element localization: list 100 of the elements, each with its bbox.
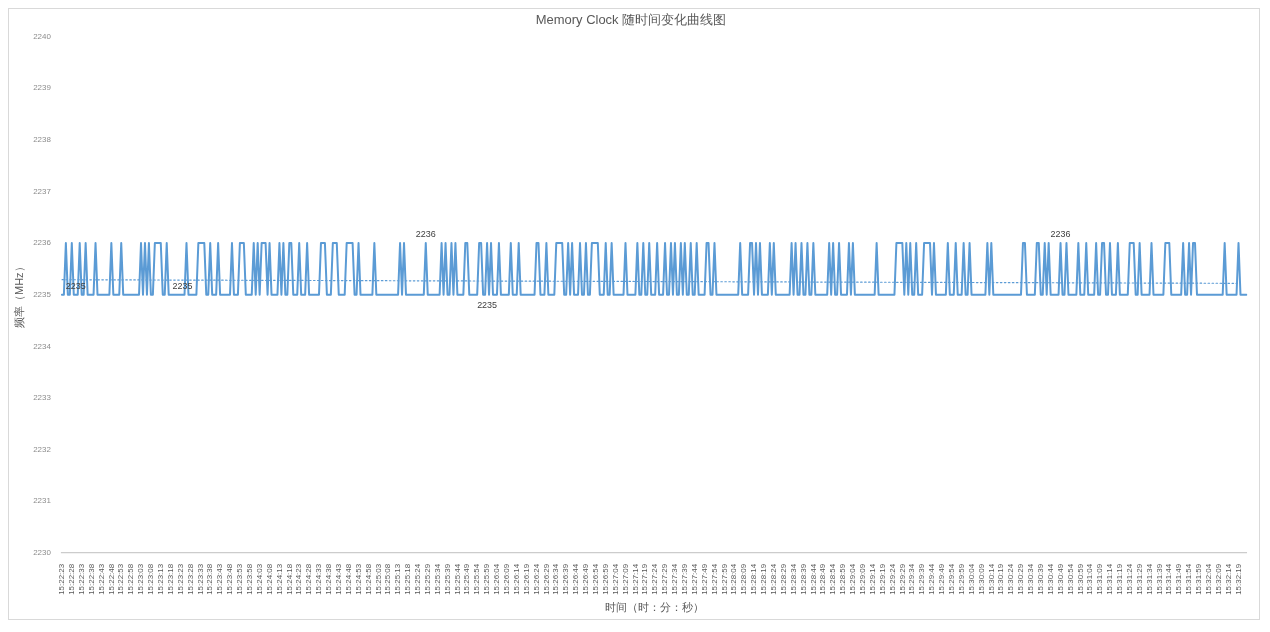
x-tick-label: 15:28:19: [759, 563, 769, 595]
x-tick-label: 15:26:34: [551, 563, 561, 595]
x-tick-label: 15:25:29: [422, 563, 432, 595]
x-tick-label: 15:31:14: [1105, 563, 1115, 595]
x-tick-label: 15:23:08: [146, 563, 156, 595]
x-tick-label: 15:26:44: [571, 563, 581, 595]
x-tick-label: 15:30:04: [966, 563, 976, 595]
x-tick-label: 15:30:44: [1045, 563, 1055, 595]
x-tick-label: 15:24:48: [343, 563, 353, 595]
x-tick-label: 15:31:39: [1154, 563, 1164, 595]
x-tick-label: 15:30:19: [996, 563, 1006, 595]
chart-title: Memory Clock 随时间变化曲线图: [535, 12, 727, 28]
x-tick-label: 15:31:54: [1184, 563, 1194, 595]
x-tick-label: 15:22:53: [116, 563, 126, 595]
x-tick-label: 15:25:24: [413, 563, 423, 595]
x-tick-label: 15:31:34: [1144, 563, 1154, 595]
x-tick-label: 15:28:14: [749, 563, 759, 595]
x-tick-label: 15:22:43: [96, 563, 106, 595]
x-tick-label: 15:27:49: [699, 563, 709, 595]
x-tick-label: 15:30:59: [1075, 563, 1085, 595]
x-tick-label: 15:28:29: [778, 563, 788, 595]
y-axis-title: 频率（MHz）: [12, 261, 25, 328]
x-tick-label: 15:22:28: [66, 563, 76, 595]
x-tick-label: 15:23:48: [225, 563, 235, 595]
x-tick-label: 15:32:04: [1204, 563, 1214, 595]
x-tick-label: 15:23:03: [136, 563, 146, 595]
x-tick-label: 15:26:14: [511, 563, 521, 595]
x-tick-label: 15:27:44: [689, 563, 699, 595]
x-tick-label: 15:29:04: [848, 563, 858, 595]
x-tick-label: 15:25:44: [452, 563, 462, 595]
x-tick-label: 15:26:24: [531, 563, 541, 595]
x-tick-label: 15:25:08: [383, 563, 393, 595]
x-tick-label: 15:25:59: [482, 563, 492, 595]
x-tick-label: 15:26:19: [521, 563, 531, 595]
x-tick-label: 15:25:34: [432, 563, 442, 595]
x-tick-label: 15:23:28: [185, 563, 195, 595]
x-tick-label: 15:27:59: [719, 563, 729, 595]
x-tick-label: 15:32:14: [1223, 563, 1233, 595]
data-label: 2236: [415, 229, 436, 240]
x-tick-label: 15:27:19: [640, 563, 650, 595]
x-tick-label: 15:27:39: [680, 563, 690, 595]
x-tick-label: 15:30:49: [1055, 563, 1065, 595]
x-tick-label: 15:28:04: [729, 563, 739, 595]
x-tick-label: 15:31:59: [1194, 563, 1204, 595]
x-tick-label: 15:30:39: [1035, 563, 1045, 595]
x-tick-label: 15:31:44: [1164, 563, 1174, 595]
x-tick-label: 15:27:54: [709, 563, 719, 595]
x-tick-label: 15:28:54: [828, 563, 838, 595]
x-tick-label: 15:24:13: [274, 563, 284, 595]
x-tick-label: 15:23:23: [175, 563, 185, 595]
x-tick-label: 15:25:54: [472, 563, 482, 595]
x-tick-label: 15:29:49: [937, 563, 947, 595]
x-tick-label: 15:30:54: [1065, 563, 1075, 595]
x-tick-label: 15:28:34: [788, 563, 798, 595]
x-tick-label: 15:22:58: [126, 563, 136, 595]
x-tick-label: 15:22:48: [106, 563, 116, 595]
x-tick-label: 15:26:09: [502, 563, 512, 595]
x-tick-label: 15:31:49: [1174, 563, 1184, 595]
x-tick-label: 15:24:08: [264, 563, 274, 595]
x-tick-label: 15:28:09: [739, 563, 749, 595]
x-tick-label: 15:24:43: [333, 563, 343, 595]
x-tick-label: 15:24:38: [324, 563, 334, 595]
x-tick-label: 15:29:39: [917, 563, 927, 595]
x-tick-label: 15:32:09: [1213, 563, 1223, 595]
x-tick-label: 15:26:59: [600, 563, 610, 595]
x-tick-label: 15:31:09: [1095, 563, 1105, 595]
x-tick-label: 15:23:43: [215, 563, 225, 595]
x-tick-label: 15:29:34: [907, 563, 917, 595]
x-tick-label: 15:24:58: [363, 563, 373, 595]
x-tick-label: 15:25:13: [393, 563, 403, 595]
x-tick-label: 15:28:49: [818, 563, 828, 595]
x-tick-label: 15:31:19: [1115, 563, 1125, 595]
x-tick-label: 15:24:33: [314, 563, 324, 595]
x-tick-label: 15:25:39: [442, 563, 452, 595]
x-tick-label: 15:31:04: [1085, 563, 1095, 595]
x-tick-label: 15:28:39: [798, 563, 808, 595]
x-tick-label: 15:24:28: [304, 563, 314, 595]
x-tick-label: 15:22:23: [57, 563, 67, 595]
x-tick-label: 15:27:24: [650, 563, 660, 595]
x-tick-label: 15:32:19: [1233, 563, 1243, 595]
x-tick-label: 15:29:24: [887, 563, 897, 595]
x-tick-label: 15:22:38: [86, 563, 96, 595]
x-tick-label: 15:24:03: [254, 563, 264, 595]
x-tick-label: 15:25:49: [462, 563, 472, 595]
x-tick-label: 15:28:59: [838, 563, 848, 595]
x-tick-label: 15:30:34: [1026, 563, 1036, 595]
x-tick-label: 15:30:14: [986, 563, 996, 595]
x-tick-label: 15:28:44: [808, 563, 818, 595]
x-tick-label: 15:29:29: [897, 563, 907, 595]
x-tick-label: 15:28:24: [769, 563, 778, 595]
x-tick-label: 15:27:04: [610, 563, 620, 595]
x-tick-label: 15:26:29: [541, 563, 551, 595]
x-tick-label: 15:30:24: [1006, 563, 1016, 595]
x-tick-label: 15:23:18: [165, 563, 175, 595]
x-tick-label: 15:23:33: [195, 563, 205, 595]
x-tick-label: 15:31:24: [1124, 563, 1134, 595]
x-tick-label: 15:23:53: [235, 563, 245, 595]
x-tick-label: 15:23:13: [155, 563, 165, 595]
x-axis-title: 时间（时：分：秒）: [604, 601, 704, 614]
x-tick-label: 15:27:09: [620, 563, 630, 595]
